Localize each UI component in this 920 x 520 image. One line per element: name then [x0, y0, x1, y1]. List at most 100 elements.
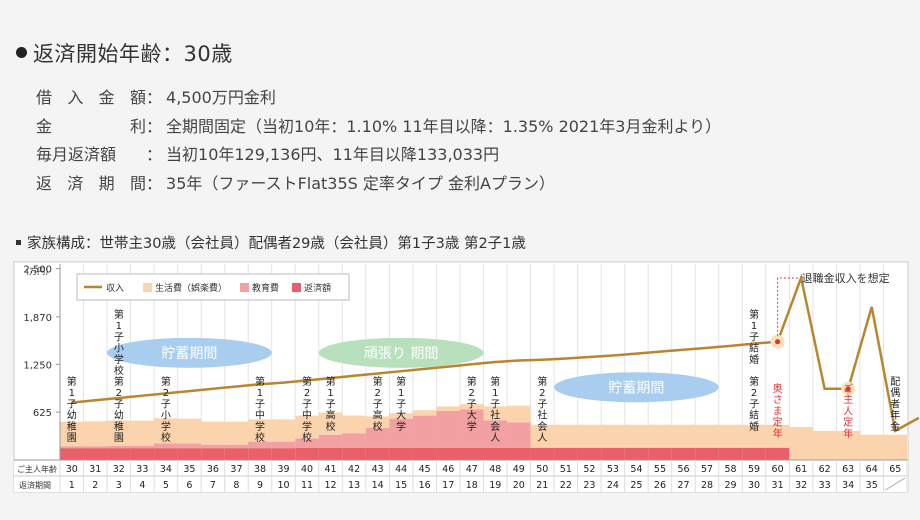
- age-cell: 49: [513, 464, 525, 475]
- living-bar: [130, 420, 155, 446]
- life-event-label: 子: [67, 398, 77, 410]
- monthly-payment-row: 毎月返済額：当初10年129,136円、11年目以降133,033円: [36, 141, 721, 170]
- life-event-label: 第: [396, 375, 406, 388]
- retirement-point: [845, 386, 851, 392]
- life-event-label: 校: [114, 364, 124, 377]
- repayment-bar: [671, 447, 696, 460]
- period-cell: 7: [210, 480, 216, 491]
- period-cell: 1: [69, 480, 75, 491]
- legend-living-swatch: [143, 283, 152, 292]
- period-cell: 23: [583, 480, 595, 491]
- living-bar: [483, 406, 508, 421]
- period-cell: 2: [92, 480, 98, 491]
- living-bar: [365, 416, 390, 428]
- repayment-period-row: 返済期間： 35年（ファーストFlat35S 定率タイプ 金利Aプラン）: [36, 170, 721, 199]
- age-cell: 33: [136, 464, 148, 475]
- repayment-bar: [365, 447, 390, 460]
- repayment-bar: [742, 447, 766, 460]
- life-event-label: 子: [490, 398, 500, 410]
- y-tick-label: 1,250: [23, 360, 52, 371]
- period-cell: 20: [513, 480, 525, 491]
- period-cell: 27: [677, 480, 689, 491]
- interest-row: 金利：全期間固定（当初10年：1.10% 11年目以降：1.35% 2021年3…: [36, 113, 721, 142]
- education-bar: [154, 443, 178, 449]
- living-bar: [177, 418, 202, 444]
- repayment-bar: [483, 447, 508, 460]
- living-bar: [318, 412, 343, 435]
- age-cell: 53: [607, 464, 619, 475]
- life-event-label: 学: [161, 420, 171, 433]
- life-event-label: 年: [773, 427, 783, 440]
- life-event-label: 金: [890, 420, 900, 433]
- life-event-label: 1: [69, 388, 75, 399]
- period-cell: 17: [442, 480, 454, 491]
- life-event-label: 1: [257, 388, 263, 399]
- repayment-bar: [248, 448, 272, 460]
- life-event-label: 第: [373, 375, 383, 388]
- age-cell: 34: [160, 464, 172, 475]
- living-bar: [601, 424, 625, 448]
- repayment-bar: [389, 447, 413, 460]
- life-event-label: 子: [373, 398, 383, 410]
- education-bar: [248, 441, 272, 449]
- life-event-label: 配: [890, 376, 900, 388]
- life-event-label: 幼: [67, 409, 77, 422]
- repayment-bar: [412, 447, 437, 460]
- life-event-label: 年: [890, 409, 900, 422]
- life-event-label: 稚: [114, 421, 124, 433]
- repayment-bar: [577, 447, 602, 460]
- age-cell: 39: [277, 464, 289, 475]
- y-tick-label: 1,870: [23, 313, 52, 324]
- repayment-bar: [695, 447, 719, 460]
- period-cell: 9: [257, 480, 263, 491]
- period-cell: 6: [186, 480, 192, 491]
- repayment-bar: [718, 447, 743, 460]
- y-tick-label: 2,500: [23, 265, 52, 276]
- life-event-label: 校: [161, 431, 171, 444]
- life-event-label: 稚: [67, 421, 77, 433]
- age-cell: 36: [207, 464, 219, 475]
- age-cell: 37: [230, 464, 242, 475]
- life-event-label: 子: [255, 398, 265, 410]
- education-bar: [224, 444, 249, 449]
- living-bar: [412, 410, 437, 416]
- life-event-label: 高: [373, 409, 383, 422]
- annotation-leader: [777, 277, 800, 336]
- repayment-bar: [271, 448, 296, 460]
- interest-value: 全期間固定（当初10年：1.10% 11年目以降：1.35% 2021年3月金利…: [166, 116, 722, 136]
- age-row-label: ご主人年齢: [17, 464, 57, 474]
- education-bar: [342, 433, 366, 448]
- age-cell: 58: [724, 464, 736, 475]
- life-event-label: 第: [749, 308, 759, 321]
- living-bar: [154, 418, 178, 444]
- life-event-label: 年: [843, 427, 853, 440]
- period-cell: 14: [372, 480, 384, 491]
- life-event-label: 大: [467, 409, 477, 422]
- living-bar: [648, 424, 672, 448]
- living-bar: [577, 424, 602, 448]
- education-bar: [483, 420, 508, 448]
- life-event-label: さ: [773, 394, 783, 406]
- empty-cell-slash: [885, 477, 906, 491]
- repayment-bar: [554, 447, 578, 460]
- life-event-label: 会: [537, 420, 547, 433]
- life-event-label: 第: [467, 375, 477, 388]
- age-cell: 52: [583, 464, 595, 475]
- period-cell: 18: [466, 480, 478, 491]
- period-oval: [554, 372, 719, 403]
- life-event-label: 1: [492, 388, 498, 399]
- life-event-label: 子: [467, 398, 477, 410]
- repayment-bar: [295, 447, 319, 460]
- life-event-label: ま: [773, 405, 783, 417]
- effort-oval-label: 頑張り 期間: [364, 346, 438, 362]
- legend-income-label: 収入: [106, 282, 124, 294]
- life-event-label: 婚: [749, 420, 759, 433]
- life-event-label: 学: [302, 420, 312, 433]
- period-cell: 3: [116, 480, 122, 491]
- repayment-bar: [507, 447, 531, 460]
- repayment-bar: [342, 447, 366, 460]
- life-event-label: 結: [749, 409, 759, 422]
- living-bar: [718, 424, 743, 448]
- age-cell: 50: [536, 464, 548, 475]
- living-bar: [765, 424, 790, 448]
